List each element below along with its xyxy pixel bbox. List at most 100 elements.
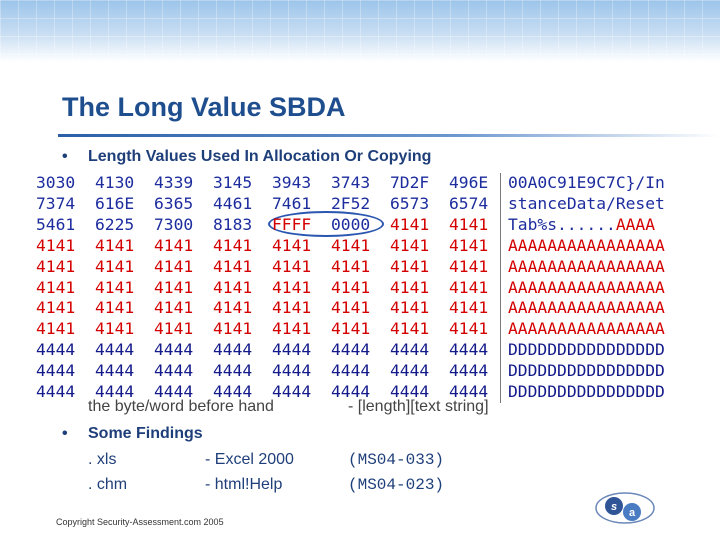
finding-ext-chm: . chm xyxy=(88,476,128,493)
hex-word: 4141 xyxy=(213,256,253,276)
hex-word: 4444 xyxy=(390,361,430,381)
finding-app-excel: - Excel 2000 xyxy=(205,451,294,468)
hex-word: 4141 xyxy=(154,319,194,339)
hex-word: 7300 xyxy=(154,214,194,234)
hex-word: 4444 xyxy=(272,382,312,401)
hex-word: 3943 xyxy=(272,173,312,192)
finding-ref-ms04-023: (MS04-023) xyxy=(348,476,445,494)
bullet-dot: • xyxy=(62,425,68,442)
hex-word: 4339 xyxy=(154,173,194,192)
hex-word: 4141 xyxy=(449,298,489,318)
hex-word: 4444 xyxy=(449,382,489,401)
hex-row: 3030 4130 4339 3145 3943 3743 7D2F 496E 00A0C91E… xyxy=(36,173,702,194)
bullet-length-values: • Length Values Used In Allocation Or Co… xyxy=(62,148,432,166)
hex-word: 4141 xyxy=(449,235,489,255)
hex-word: 4444 xyxy=(95,361,135,381)
hex-word: 4141 xyxy=(272,235,312,255)
hex-word: 4444 xyxy=(95,382,135,401)
hex-word: 4444 xyxy=(36,340,76,360)
hex-word: 4444 xyxy=(36,382,76,401)
hex-word: 4444 xyxy=(390,340,430,360)
finding-ext-xls: . xls xyxy=(88,451,117,468)
hex-ascii: DDDDDDDDDDDDDDDD xyxy=(508,361,665,381)
hex-word: 4141 xyxy=(390,298,430,318)
hex-ascii: Tab%s......AAAA xyxy=(508,214,656,234)
hex-row: 4141 4141 4141 4141 4141 4141 4141 4141 AAAAAAAA… xyxy=(36,257,702,278)
hex-word: 4141 xyxy=(390,214,430,234)
hex-word: 4444 xyxy=(331,340,371,360)
bullet-some-findings-text: Some Findings xyxy=(88,425,203,442)
finding-ref-ms04-033: (MS04-033) xyxy=(348,451,445,469)
hex-word: 4444 xyxy=(36,361,76,381)
hex-word: 4461 xyxy=(213,193,253,213)
hex-ascii: AAAAAAAAAAAAAAAA xyxy=(508,298,665,318)
hex-ascii: DDDDDDDDDDDDDDDD xyxy=(508,340,665,360)
hex-word: 4444 xyxy=(154,361,194,381)
hex-row: 4444 4444 4444 4444 4444 4444 4444 4444 DDDDDDDD… xyxy=(36,361,702,382)
hex-word: 4141 xyxy=(390,256,430,276)
hex-word: 4444 xyxy=(95,340,135,360)
hex-dump-panel: 3030 4130 4339 3145 3943 3743 7D2F 496E 00A0C91E… xyxy=(36,173,702,403)
hex-word: 4444 xyxy=(331,382,371,401)
hex-word: 7461 xyxy=(272,193,312,213)
hex-word: 4444 xyxy=(154,382,194,401)
hex-word: 4141 xyxy=(390,319,430,339)
hex-word: 4141 xyxy=(449,319,489,339)
hex-word: 4141 xyxy=(36,319,76,339)
header-banner xyxy=(0,0,720,62)
hex-word: 496E xyxy=(449,173,489,192)
hex-word: 4141 xyxy=(331,298,371,318)
hex-word: 4141 xyxy=(272,298,312,318)
hex-word: 4444 xyxy=(213,361,253,381)
hex-word: 4141 xyxy=(95,319,135,339)
hex-ascii: DDDDDDDDDDDDDDDD xyxy=(508,382,665,401)
hex-word: 8183 xyxy=(213,214,253,234)
hex-word: 0000 xyxy=(331,214,371,234)
hex-ascii-separator xyxy=(500,173,501,403)
hex-row: 4444 4444 4444 4444 4444 4444 4444 4444 DDDDDDDD… xyxy=(36,340,702,361)
hex-word: 4141 xyxy=(36,298,76,318)
hex-word: 4141 xyxy=(272,256,312,276)
hex-word: 4444 xyxy=(390,382,430,401)
hex-row: 7374 616E 6365 4461 7461 2F52 6573 6574 stanceDa… xyxy=(36,194,702,215)
slide-title: The Long Value SBDA xyxy=(62,92,346,122)
hex-ascii: 00A0C91E9C7C}/In xyxy=(508,173,665,192)
copyright-footer: Copyright Security-Assessment.com 2005 xyxy=(56,517,224,527)
finding-app-htmlhelp: - html!Help xyxy=(205,476,283,493)
hex-ascii: AAAAAAAAAAAAAAAA xyxy=(508,319,665,339)
hex-word: 4141 xyxy=(390,235,430,255)
hex-word: 4444 xyxy=(272,340,312,360)
hex-row: 4141 4141 4141 4141 4141 4141 4141 4141 AAAAAAAA… xyxy=(36,319,702,340)
hex-row: 4141 4141 4141 4141 4141 4141 4141 4141 AAAAAAAA… xyxy=(36,278,702,299)
bullet-dot: • xyxy=(62,148,68,165)
hex-word: 4141 xyxy=(213,319,253,339)
hex-word: 6573 xyxy=(390,193,430,213)
hex-row: 4444 4444 4444 4444 4444 4444 4444 4444 DDDDDDDD… xyxy=(36,382,702,403)
hex-word: 4444 xyxy=(449,361,489,381)
hex-word: 4141 xyxy=(331,235,371,255)
hex-word: 4141 xyxy=(272,277,312,297)
hex-word: FFFF xyxy=(272,214,312,234)
logo-letter-s: s xyxy=(611,501,617,513)
title-underline xyxy=(58,134,720,137)
header-banner-pattern xyxy=(0,0,720,62)
hex-word: 3743 xyxy=(331,173,371,192)
hex-word: 4141 xyxy=(449,256,489,276)
hex-word: 3030 xyxy=(36,173,76,192)
hex-word: 6365 xyxy=(154,193,194,213)
hex-word: 4141 xyxy=(449,277,489,297)
hex-word: 4444 xyxy=(154,340,194,360)
hex-word: 4444 xyxy=(213,382,253,401)
hex-word: 616E xyxy=(95,193,135,213)
hex-word: 4141 xyxy=(331,277,371,297)
hex-word: 7D2F xyxy=(390,173,430,192)
hex-word: 4141 xyxy=(331,256,371,276)
hex-word: 3145 xyxy=(213,173,253,192)
bullet-length-values-text: Length Values Used In Allocation Or Copy… xyxy=(88,148,432,165)
hex-word: 4141 xyxy=(154,277,194,297)
hex-word: 4141 xyxy=(213,277,253,297)
caption-length-text: - [length][text string] xyxy=(348,398,489,415)
length-value-highlight-circle xyxy=(268,211,384,237)
hex-word: 4141 xyxy=(95,235,135,255)
hex-word: 4141 xyxy=(272,319,312,339)
